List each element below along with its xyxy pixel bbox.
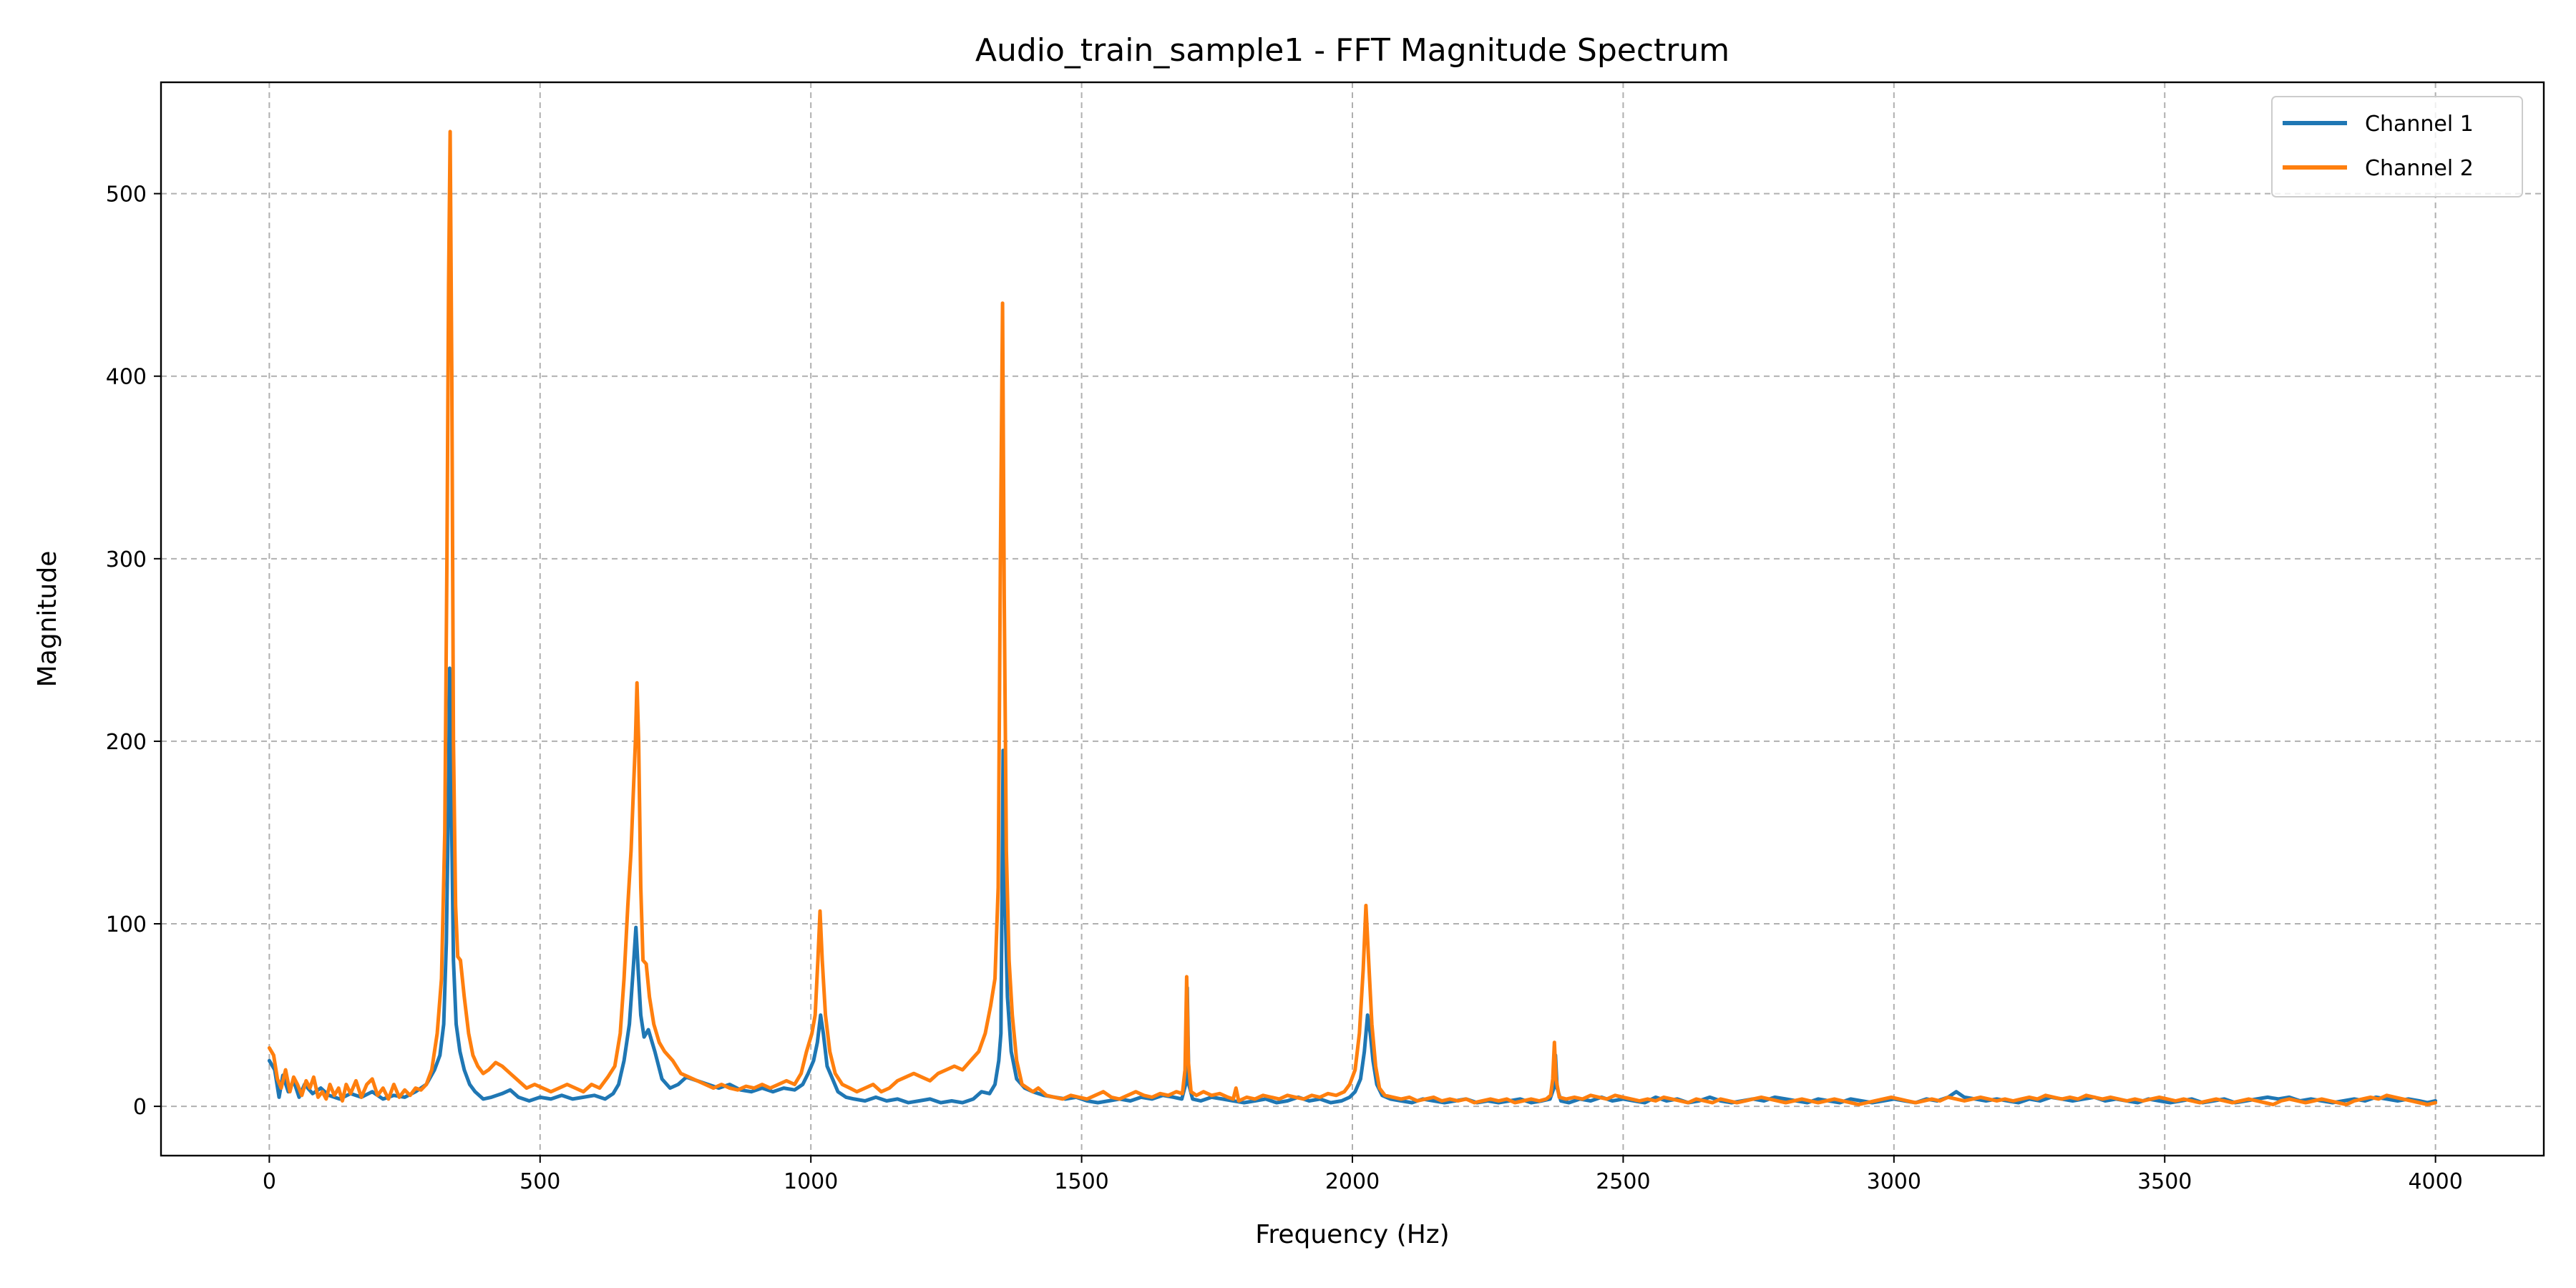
y-tick-label: 0 bbox=[133, 1095, 147, 1120]
chart-title: Audio_train_sample1 - FFT Magnitude Spec… bbox=[975, 32, 1729, 69]
x-tick-label: 0 bbox=[263, 1169, 276, 1194]
legend-label-channel-1: Channel 1 bbox=[2365, 112, 2474, 137]
x-tick-label: 1500 bbox=[1054, 1169, 1108, 1194]
y-tick-label: 400 bbox=[106, 365, 147, 390]
y-tick-label: 100 bbox=[106, 912, 147, 937]
axis-ticks: 0 500 1000 1500 2000 2500 3000 3500 4000 0 100 200 3… bbox=[106, 182, 2463, 1194]
x-axis-label: Frequency (Hz) bbox=[1255, 1220, 1449, 1249]
x-tick-label: 2000 bbox=[1325, 1169, 1380, 1194]
x-tick-label: 2500 bbox=[1596, 1169, 1650, 1194]
legend: Channel 1 Channel 2 bbox=[2271, 96, 2523, 197]
y-tick-label: 500 bbox=[106, 182, 147, 208]
legend-label-channel-2: Channel 2 bbox=[2365, 156, 2474, 181]
x-tick-label: 1000 bbox=[784, 1169, 838, 1194]
y-tick-label: 200 bbox=[106, 730, 147, 755]
x-tick-label: 500 bbox=[519, 1169, 560, 1194]
plot-series bbox=[267, 130, 2438, 1107]
x-tick-label: 4000 bbox=[2408, 1169, 2462, 1194]
grid bbox=[161, 82, 2544, 1156]
x-tick-label: 3000 bbox=[1867, 1169, 1921, 1194]
series-line-channel-2 bbox=[267, 130, 2438, 1107]
y-axis-label: Magnitude bbox=[33, 551, 62, 688]
y-tick-label: 300 bbox=[106, 547, 147, 572]
x-tick-label: 3500 bbox=[2137, 1169, 2192, 1194]
